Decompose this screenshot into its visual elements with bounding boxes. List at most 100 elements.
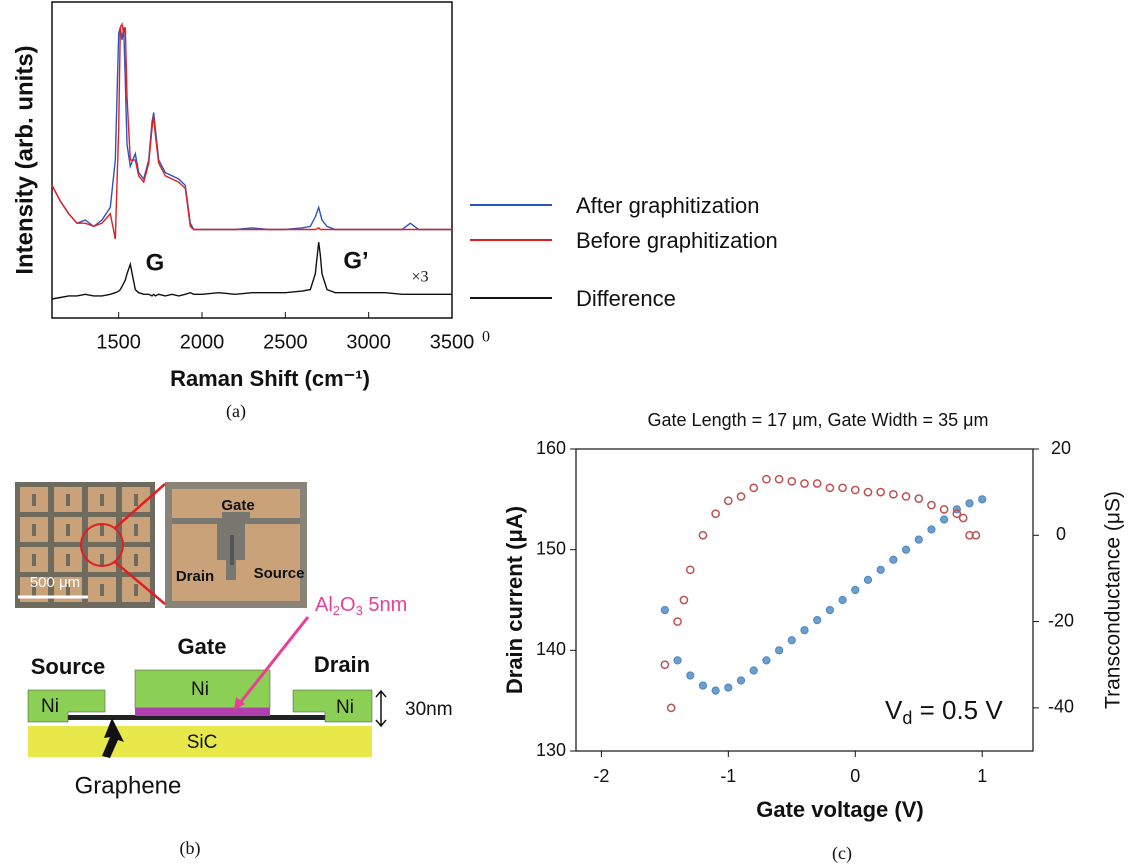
data-point xyxy=(863,487,873,497)
source-pad-label: Source xyxy=(254,565,305,582)
data-point xyxy=(660,605,669,615)
oxide-label: Al2O3 5nm xyxy=(315,594,407,618)
data-point xyxy=(749,666,758,675)
chart-title: Gate Length = 17 μm, Gate Width = 35 μm xyxy=(648,410,989,430)
data-point xyxy=(736,492,746,501)
data-point xyxy=(800,626,809,635)
y-axis-label: Drain current (μA) xyxy=(502,506,527,694)
data-point xyxy=(958,513,968,523)
data-point xyxy=(927,500,936,510)
caption: (c) xyxy=(832,843,852,864)
drain-label: Drain xyxy=(314,652,370,677)
data-point xyxy=(876,565,885,574)
data-point xyxy=(660,660,670,670)
oxide-text: Al xyxy=(315,594,333,616)
data-point xyxy=(673,656,682,665)
annotation-part: = 0.5 V xyxy=(912,695,1003,725)
ni-label: Ni xyxy=(41,696,59,717)
legend-label: Difference xyxy=(576,286,676,311)
y-axis-label: Intensity (arb. units) xyxy=(11,45,38,274)
al2o3-layer xyxy=(135,708,270,716)
x-tick-label: -1 xyxy=(720,766,736,786)
data-point xyxy=(685,565,695,575)
data-point xyxy=(813,616,822,625)
data-point xyxy=(711,509,720,519)
data-point xyxy=(736,676,746,685)
ni-source xyxy=(27,689,106,723)
gate-label: Gate xyxy=(178,634,227,659)
series-line xyxy=(51,242,452,300)
x-tick-label: 3500 xyxy=(430,331,475,353)
ni-label: Ni xyxy=(191,679,209,700)
data-point xyxy=(679,595,689,605)
data-point xyxy=(971,530,981,540)
scale-bar-label: 500 μm xyxy=(30,574,80,591)
micro-gap xyxy=(134,494,138,506)
x-tick-label: 1 xyxy=(977,766,987,786)
micro-gap xyxy=(66,524,70,536)
data-point xyxy=(914,535,923,544)
zoom-circle xyxy=(80,523,124,567)
annotation: G’ xyxy=(343,247,368,274)
plot-frame xyxy=(575,448,1034,752)
graphene-arrow xyxy=(102,718,124,758)
data-point xyxy=(965,499,974,508)
annotation: Vd = 0.5 V xyxy=(885,695,1003,728)
micro-gap xyxy=(32,584,36,596)
micro-gap xyxy=(100,554,104,566)
graphene-label: Graphene xyxy=(75,772,182,799)
gate-pad-label: Gate xyxy=(221,497,254,514)
data-point xyxy=(838,595,847,605)
micrograph xyxy=(15,482,155,608)
data-point xyxy=(686,671,695,680)
thickness-label: 30nm xyxy=(405,699,453,720)
thickness-arrow xyxy=(375,689,387,728)
data-point xyxy=(901,545,911,554)
data-point xyxy=(978,495,987,504)
data-point xyxy=(927,525,936,534)
annotation-sub: d xyxy=(902,708,912,728)
y-tick-label: 130 xyxy=(536,740,566,760)
micro-gap xyxy=(32,554,36,566)
oxide-arrowhead xyxy=(234,697,245,710)
y-tick-label: 150 xyxy=(536,538,566,558)
annotation: G xyxy=(146,249,165,276)
data-point xyxy=(940,515,949,524)
oxide-sub: 2 xyxy=(333,603,340,618)
data-point xyxy=(889,555,898,564)
data-point xyxy=(952,509,962,519)
y-tick-label: 160 xyxy=(536,438,566,458)
micro-gap xyxy=(134,524,138,536)
data-point xyxy=(850,485,860,495)
x-tick-label: 2500 xyxy=(263,331,308,353)
x-tick-label: 0 xyxy=(850,766,860,786)
data-point xyxy=(800,479,809,488)
x-tick-label: 1500 xyxy=(96,331,141,353)
micrograph-inset: Gate Drain Source xyxy=(165,482,307,608)
data-point xyxy=(876,487,886,497)
y2-tick-label: -20 xyxy=(1048,610,1074,630)
data-point xyxy=(711,686,720,695)
series-line xyxy=(51,27,452,231)
annotation-part: V xyxy=(885,695,903,725)
plot-frame xyxy=(51,1,453,319)
data-point xyxy=(724,683,733,692)
y2-tick-label: -40 xyxy=(1048,697,1074,717)
annotation: ×3 xyxy=(411,269,428,286)
legend-label: After graphitization xyxy=(576,193,759,218)
data-point xyxy=(723,496,733,506)
annotation: 0 xyxy=(482,329,490,346)
data-point xyxy=(698,530,708,540)
data-point xyxy=(889,489,898,499)
data-point xyxy=(914,494,924,503)
x-axis-label: Raman Shift (cm⁻¹) xyxy=(170,366,370,391)
source-label: Source xyxy=(31,654,106,679)
micro-gap xyxy=(66,494,70,506)
y2-tick-label: 0 xyxy=(1056,524,1066,544)
caption: (a) xyxy=(226,401,246,422)
drain-pad-label: Drain xyxy=(176,568,214,585)
ni-gate xyxy=(134,669,271,709)
micro-gap xyxy=(100,584,104,596)
